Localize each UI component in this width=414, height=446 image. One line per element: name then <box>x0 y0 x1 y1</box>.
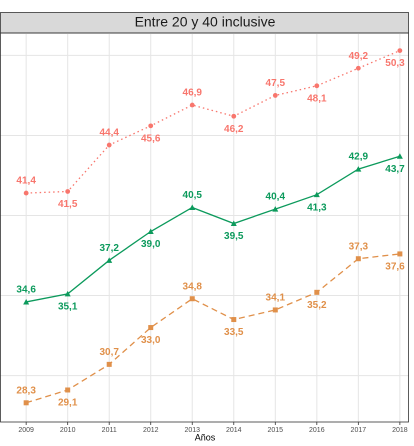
data-label: 33,5 <box>224 327 244 338</box>
point <box>355 256 361 262</box>
data-label: 47,5 <box>266 78 286 89</box>
point <box>231 317 237 323</box>
point <box>272 206 279 212</box>
data-label: 29,1 <box>58 398 78 409</box>
data-label: 35,2 <box>307 300 327 311</box>
data-label: 50,3 <box>385 58 405 69</box>
point <box>106 361 112 367</box>
point <box>65 189 71 194</box>
data-label: 48,1 <box>307 93 327 104</box>
data-label: 37,3 <box>349 241 369 252</box>
x-axis-label: Años <box>195 432 216 442</box>
data-label: 45,6 <box>141 133 161 144</box>
point <box>64 290 71 297</box>
data-label: 39,5 <box>224 231 244 242</box>
point <box>396 153 403 159</box>
data-label: 42,9 <box>349 152 369 163</box>
data-label: 41,5 <box>58 199 78 210</box>
data-label: 34,6 <box>16 285 36 296</box>
point <box>106 257 113 263</box>
data-label: 43,7 <box>385 164 405 175</box>
chart-title: Entre 20 y 40 inclusive <box>135 14 276 30</box>
series-line <box>26 155 401 303</box>
panel-border <box>0 32 409 423</box>
data-label: 37,6 <box>385 262 405 273</box>
point <box>314 83 320 89</box>
point <box>23 190 29 196</box>
series-line <box>26 50 401 194</box>
data-label: 28,3 <box>16 385 36 396</box>
data-label: 41,3 <box>307 202 327 213</box>
point <box>313 191 320 198</box>
point <box>189 204 196 210</box>
data-label: 37,2 <box>99 243 119 254</box>
data-label: 40,5 <box>183 190 203 201</box>
series-line <box>25 253 400 404</box>
x-tick-label: 2018 <box>392 427 408 434</box>
point <box>147 228 154 235</box>
point <box>272 93 278 98</box>
point <box>189 102 195 108</box>
data-label: 39,0 <box>141 239 161 250</box>
point <box>355 65 361 71</box>
point <box>397 48 403 54</box>
x-tick-label: 2012 <box>143 427 159 434</box>
point <box>65 387 71 393</box>
x-tick-label: 2013 <box>184 427 200 434</box>
data-label: 44,4 <box>99 128 119 139</box>
data-label: 30,7 <box>99 347 119 358</box>
plot: 41,4 41,5 44,4 45,6 46,9 46,2 47,5 48,1 49,2 50,3… <box>0 33 409 422</box>
x-tick-label: 2010 <box>60 427 76 434</box>
data-label: 49,2 <box>349 51 369 62</box>
x-tick-label: 2015 <box>268 427 284 434</box>
x-tick-label: 2011 <box>102 427 117 434</box>
point <box>230 220 237 226</box>
x-tick-label: 2014 <box>226 427 242 434</box>
data-label: 34,1 <box>266 293 286 304</box>
point <box>23 298 30 305</box>
point <box>148 123 154 129</box>
data-label: 46,9 <box>183 88 203 99</box>
x-tick-label: 2017 <box>351 427 367 434</box>
point <box>23 400 29 406</box>
data-label: 33,0 <box>141 335 161 346</box>
point <box>314 289 320 295</box>
x-tick-label: 2016 <box>309 427 325 434</box>
x-tick-label: 2009 <box>18 427 34 434</box>
data-label: 41,4 <box>16 176 36 187</box>
data-label: 46,2 <box>224 124 244 135</box>
point <box>397 251 403 257</box>
point <box>148 325 154 331</box>
data-label: 40,4 <box>266 192 286 203</box>
point <box>231 113 237 119</box>
point <box>272 307 278 313</box>
point <box>355 166 362 172</box>
point <box>106 142 112 148</box>
data-label: 34,8 <box>183 281 203 292</box>
panel <box>0 33 409 422</box>
point <box>189 296 195 302</box>
data-label: 35,1 <box>58 302 78 313</box>
